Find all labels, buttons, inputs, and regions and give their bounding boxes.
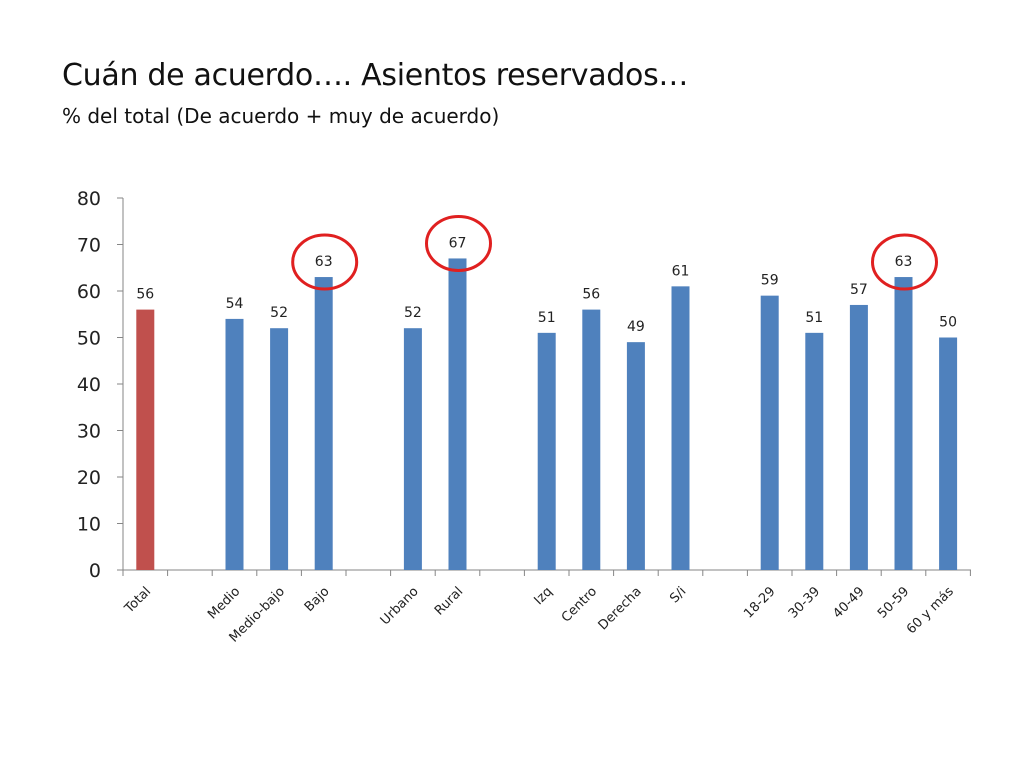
data-label: 56 xyxy=(582,287,600,303)
bar xyxy=(939,337,958,570)
y-tick-label: 80 xyxy=(77,188,101,210)
data-label: 49 xyxy=(627,319,645,335)
bar xyxy=(894,277,913,570)
data-label: 61 xyxy=(672,263,690,279)
y-tick-label: 10 xyxy=(77,514,101,536)
bar xyxy=(403,328,422,570)
data-label: 59 xyxy=(761,273,779,289)
data-label: 50 xyxy=(939,315,957,331)
category-label: 60 y más xyxy=(904,584,957,637)
category-label: Rural xyxy=(432,584,466,618)
bar xyxy=(314,277,333,570)
category-label: 30-39 xyxy=(786,584,823,621)
y-tick-label: 0 xyxy=(89,560,101,582)
bar xyxy=(849,304,868,570)
category-label: Bajo xyxy=(302,584,333,615)
highlight-circle xyxy=(871,233,938,291)
y-tick-label: 70 xyxy=(77,235,101,257)
data-label: 51 xyxy=(805,310,823,326)
highlight-circle xyxy=(425,214,492,272)
data-label: 52 xyxy=(404,305,422,321)
category-label: 50-59 xyxy=(875,584,912,621)
category-label: 40-49 xyxy=(830,584,867,621)
bar xyxy=(225,318,244,570)
bar xyxy=(671,286,690,570)
category-label: S/i xyxy=(667,584,689,606)
y-tick-label: 50 xyxy=(77,328,101,350)
category-label: Centro xyxy=(559,584,600,625)
category-label: Total xyxy=(121,584,154,617)
y-tick-label: 20 xyxy=(77,467,101,489)
data-label: 54 xyxy=(226,296,244,312)
data-label: 63 xyxy=(315,254,333,270)
y-tick-label: 40 xyxy=(77,374,101,396)
data-label: 57 xyxy=(850,282,868,298)
bar xyxy=(537,332,556,570)
y-tick-label: 30 xyxy=(77,421,101,443)
bar xyxy=(270,328,289,570)
bar xyxy=(626,342,645,570)
data-label: 67 xyxy=(449,235,467,251)
data-label: 63 xyxy=(895,254,913,270)
bar xyxy=(582,309,601,570)
category-label: 18-29 xyxy=(741,584,778,621)
category-label: Izq xyxy=(532,584,556,608)
data-label: 56 xyxy=(136,287,154,303)
page-subtitle: % del total (De acuerdo + muy de acuerdo… xyxy=(62,104,500,128)
category-label: Medio xyxy=(205,584,243,622)
category-label: Derecha xyxy=(596,584,645,633)
data-label: 52 xyxy=(270,305,288,321)
page-title: Cuán de acuerdo…. Asientos reservados… xyxy=(62,58,689,93)
bar xyxy=(760,295,779,570)
y-tick-label: 60 xyxy=(77,281,101,303)
highlight-circle xyxy=(291,233,359,291)
bar xyxy=(448,258,467,570)
data-label: 51 xyxy=(538,310,556,326)
category-label: Urbano xyxy=(378,584,422,628)
bar xyxy=(136,309,155,570)
bar xyxy=(805,332,824,570)
